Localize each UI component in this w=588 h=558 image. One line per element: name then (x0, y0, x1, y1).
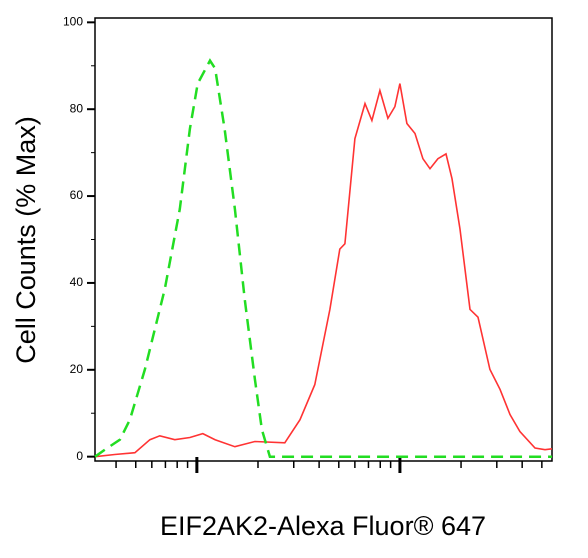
plot-frame (94, 17, 553, 462)
y-tick-label: 60 (70, 188, 84, 202)
x-axis-label: EIF2AK2-Alexa Fluor® 647 (160, 511, 486, 541)
y-axis-label: Cell Counts (% Max) (11, 116, 41, 364)
y-tick-label: 100 (63, 15, 83, 29)
y-tick-label: 80 (70, 101, 84, 115)
y-tick-label: 40 (70, 275, 84, 289)
series-line (94, 83, 553, 458)
y-tick-label: 0 (76, 449, 83, 463)
y-tick-label: 20 (70, 362, 84, 376)
series-line (94, 58, 552, 458)
